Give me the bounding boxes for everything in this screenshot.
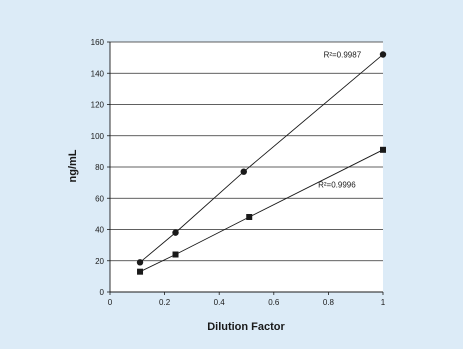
x-tick-label: 0.8 [323,298,335,307]
series-2-point [380,146,386,153]
series-2-point [137,268,144,275]
y-tick-label: 20 [95,257,104,266]
series-2-point [246,214,253,220]
y-tick-label: 80 [95,163,104,172]
series-1-point [379,51,387,58]
x-tick-label: 0.6 [268,298,280,307]
y-tick-label: 100 [91,132,105,141]
r-squared-label-2: R²=0.9996 [318,180,356,189]
grid-lines [110,41,383,292]
x-tick-label: 1 [381,298,386,307]
series-1-point [136,259,144,266]
x-axis-ticks: 0 0.2 0.4 0.6 0.8 1 [108,292,386,307]
annotations: R²=0.9987 R²=0.9996 [318,51,362,190]
series-2-point [172,251,179,258]
y-axis-ticks: 0 20 40 60 80 100 120 140 160 [91,38,110,297]
y-axis-title: ng/mL [67,149,79,182]
x-tick-label: 0.4 [214,298,226,307]
series-1-point [240,168,247,175]
y-tick-label: 140 [91,69,105,78]
y-tick-label: 120 [91,101,105,110]
y-tick-label: 40 [95,226,104,235]
x-tick-label: 0.2 [159,298,171,307]
series-1-point [172,229,179,236]
x-axis-title: Dilution Factor [207,321,285,333]
r-squared-label-1: R²=0.9987 [324,51,362,60]
y-tick-label: 160 [91,38,105,47]
data-series [136,51,387,275]
series-2-line [139,149,384,273]
y-tick-label: 0 [100,288,105,297]
y-tick-label: 60 [95,194,104,203]
series-1-line [139,54,384,263]
x-tick-label: 0 [108,298,113,307]
